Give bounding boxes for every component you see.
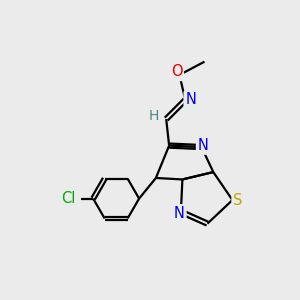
Text: S: S: [233, 193, 242, 208]
Text: N: N: [198, 138, 208, 153]
Text: Cl: Cl: [61, 191, 75, 206]
Text: N: N: [174, 206, 185, 221]
Text: N: N: [185, 92, 196, 107]
Text: H: H: [148, 109, 159, 123]
Text: O: O: [171, 64, 182, 80]
